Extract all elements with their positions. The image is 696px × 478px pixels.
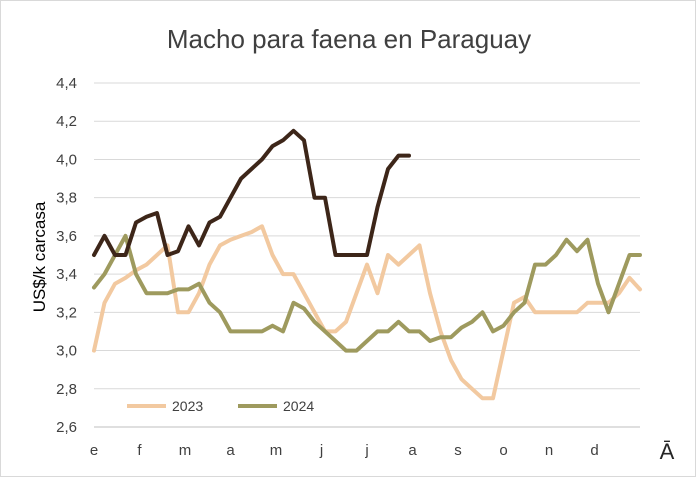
x-tick-label: e bbox=[90, 442, 98, 459]
x-tick-label: a bbox=[226, 442, 235, 459]
x-tick-label: j bbox=[364, 442, 368, 459]
y-tick-label: 3,0 bbox=[56, 343, 77, 360]
series-lines bbox=[92, 128, 642, 401]
y-tick-label: 2,6 bbox=[56, 419, 77, 436]
x-tick-label: d bbox=[590, 442, 598, 459]
y-tick-label: 4,0 bbox=[56, 151, 77, 168]
x-tick-label: f bbox=[137, 442, 142, 459]
x-tick-label: a bbox=[408, 442, 417, 459]
y-axis-label: US$/k carcasa bbox=[30, 201, 49, 312]
y-tick-label: 2,8 bbox=[56, 381, 77, 398]
x-tick-label: m bbox=[179, 442, 192, 459]
y-tick-label: 4,4 bbox=[56, 75, 77, 92]
legend-label-2024: 2024 bbox=[283, 398, 314, 414]
y-tick-label: 3,2 bbox=[56, 304, 77, 321]
y-tick-label: 3,8 bbox=[56, 190, 77, 207]
x-tick-label: n bbox=[545, 442, 553, 459]
y-tick-label: 3,4 bbox=[56, 266, 77, 283]
y-tick-label: 3,6 bbox=[56, 228, 77, 245]
series-line-2023 bbox=[92, 224, 642, 401]
x-tick-label: o bbox=[499, 442, 507, 459]
x-tick-label: s bbox=[454, 442, 462, 459]
series-line-2024 bbox=[92, 233, 642, 353]
chart-title: Macho para faena en Paraguay bbox=[167, 24, 531, 54]
corner-marker: Ā bbox=[660, 439, 675, 464]
x-tick-label: j bbox=[319, 442, 323, 459]
y-tick-labels: 2,6 2,8 3,0 3,2 3,4 3,6 3,8 4,0 4,2 4,4 bbox=[56, 75, 77, 436]
legend: 2023 2024 bbox=[127, 398, 314, 414]
series-line-2025 bbox=[92, 128, 411, 257]
legend-label-2023: 2023 bbox=[172, 398, 203, 414]
y-tick-label: 4,2 bbox=[56, 113, 77, 130]
x-tick-label: m bbox=[270, 442, 283, 459]
